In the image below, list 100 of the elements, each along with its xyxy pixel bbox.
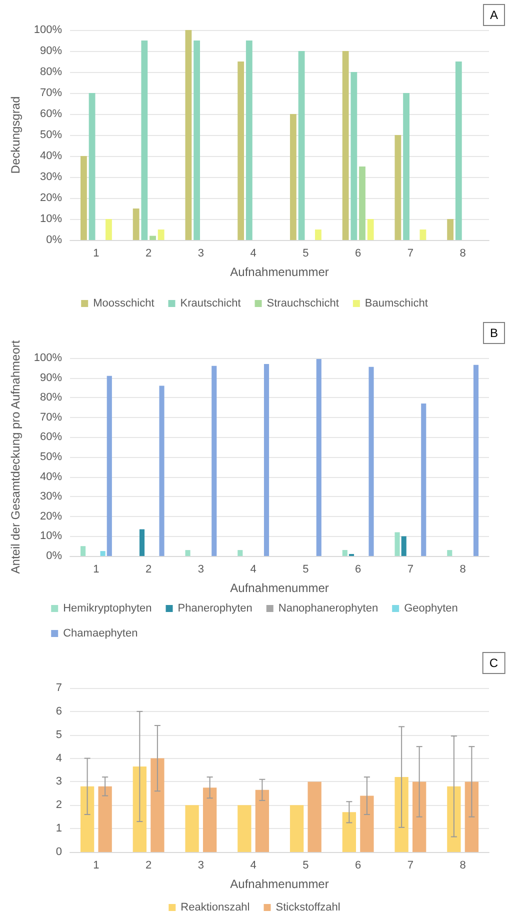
y-tick-label: 20% — [40, 192, 62, 204]
bar — [360, 796, 374, 852]
y-tick-label: 90% — [40, 45, 62, 57]
y-tick-label: 80% — [40, 392, 62, 404]
y-tick-label: 70% — [40, 87, 62, 99]
legend-label: Phanerophyten — [178, 602, 252, 614]
bar — [255, 790, 270, 852]
x-tick-label: 1 — [93, 860, 100, 872]
bar — [447, 786, 461, 852]
bar — [421, 404, 426, 556]
x-tick-label: 6 — [355, 564, 362, 576]
bar — [141, 40, 148, 240]
bar — [447, 550, 452, 556]
y-tick-label: 70% — [40, 411, 62, 424]
x-tick-label: 4 — [250, 860, 256, 872]
x-tick-label: 3 — [198, 248, 204, 260]
bar — [401, 536, 406, 556]
x-tick-label: 7 — [407, 860, 414, 872]
x-axis-title: Aufnahmenummer — [230, 877, 329, 891]
y-tick-label: 10% — [40, 213, 62, 225]
y-axis-title: Anteil der Gesamtdeckung pro Aufnahmeort — [8, 340, 22, 574]
bar — [350, 72, 358, 240]
y-tick-label: 100% — [34, 352, 62, 364]
bar — [367, 219, 374, 240]
legend-label: Chamaephyten — [63, 628, 138, 640]
y-tick-label: 5 — [56, 728, 62, 741]
legend-label: Strauchschicht — [266, 298, 339, 310]
x-tick-label: 7 — [407, 248, 414, 260]
y-tick-label: 7 — [56, 682, 62, 694]
bar — [185, 805, 199, 852]
bar — [238, 62, 244, 240]
bar — [150, 758, 164, 852]
y-tick-label: 0 — [56, 846, 62, 858]
y-tick-label: 50% — [40, 129, 62, 141]
bar — [132, 766, 147, 852]
legend-label: Reaktionszahl — [180, 902, 250, 914]
bar — [394, 532, 400, 556]
bar — [246, 40, 252, 240]
bar — [80, 786, 94, 852]
x-tick-label: 3 — [198, 860, 204, 872]
y-tick-label: 40% — [40, 470, 62, 483]
bar — [158, 230, 164, 240]
y-tick-label: 0% — [46, 550, 62, 562]
bar — [264, 364, 270, 556]
x-tick-label: 2 — [146, 248, 152, 260]
bar — [98, 786, 112, 852]
y-tick-label: 3 — [56, 776, 62, 788]
y-tick-label: 100% — [34, 24, 62, 36]
y-tick-label: 20% — [40, 510, 62, 522]
y-tick-label: 4 — [56, 752, 62, 764]
bar — [368, 366, 374, 556]
bar — [394, 777, 408, 852]
legend-label: Nanophanerophyten — [278, 602, 378, 614]
legend-label: Baumschicht — [364, 298, 428, 310]
x-tick-label: 2 — [146, 860, 152, 872]
bar — [139, 529, 145, 556]
y-tick-label: 0% — [46, 234, 62, 246]
x-tick-label: 4 — [250, 248, 256, 260]
bar — [403, 93, 410, 240]
x-tick-label: 2 — [146, 564, 152, 576]
bar — [359, 166, 366, 240]
bar — [308, 782, 322, 852]
legend-label: Moosschicht — [93, 298, 154, 310]
y-tick-label: 6 — [56, 705, 62, 718]
x-axis-title: Aufnahmenummer — [230, 265, 329, 279]
bar — [342, 812, 356, 852]
bar — [290, 114, 296, 240]
x-tick-label: 8 — [460, 564, 466, 576]
bar — [132, 208, 140, 240]
bar — [298, 51, 305, 240]
y-tick-label: 2 — [56, 799, 62, 812]
y-tick-label: 30% — [40, 490, 62, 503]
bar — [315, 230, 322, 240]
bar — [464, 782, 479, 852]
x-tick-label: 8 — [460, 860, 466, 872]
x-axis-title: Aufnahmenummer — [230, 581, 329, 595]
bar — [455, 62, 462, 240]
legend-label: Krautschicht — [180, 298, 241, 310]
bar — [290, 805, 304, 852]
chart-title: B — [490, 326, 498, 340]
bar — [80, 546, 86, 556]
y-tick-label: 30% — [40, 171, 62, 183]
chart-title: A — [490, 8, 498, 22]
y-tick-label: 50% — [40, 451, 62, 463]
x-tick-label: 6 — [355, 248, 362, 260]
legend-label: Hemikryptophyten — [63, 602, 152, 614]
bar — [238, 805, 252, 852]
legend-label: Stickstoffzahl — [276, 902, 340, 914]
x-tick-label: 1 — [93, 248, 100, 260]
x-tick-label: 3 — [198, 564, 204, 576]
bar — [80, 156, 87, 240]
bar — [185, 550, 190, 556]
bar — [447, 219, 454, 240]
y-tick-label: 90% — [40, 372, 62, 384]
bar — [150, 236, 156, 240]
bar — [100, 551, 106, 556]
legend-label: Geophyten — [404, 602, 458, 614]
y-tick-label: 10% — [40, 530, 62, 542]
bar — [88, 93, 96, 240]
x-tick-label: 6 — [355, 860, 362, 872]
